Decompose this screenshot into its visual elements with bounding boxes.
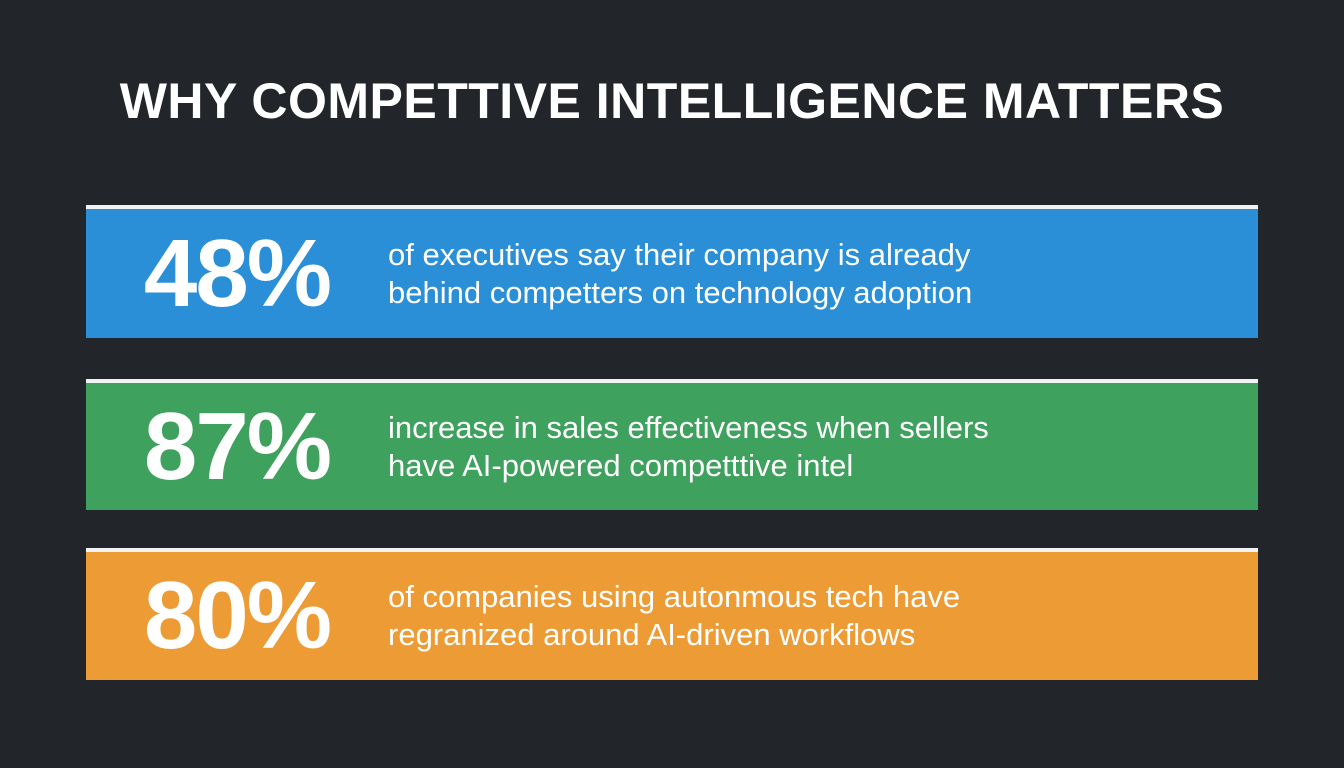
stat-value: 80% xyxy=(143,562,332,669)
stat-card: 48% of executives say their company is a… xyxy=(86,205,1258,338)
description-line: behind competters on technology adoption xyxy=(388,274,973,310)
title: WHY COMPETTIVE INTELLIGENCE MATTERS xyxy=(119,73,1225,129)
stat-card: 80% of companies using autonmous tech ha… xyxy=(86,548,1258,680)
description-line: of companies using autonmous tech have xyxy=(388,579,961,614)
stat-description: of executives say their company is alrea… xyxy=(388,236,972,312)
description-line: have AI-powered competttive intel xyxy=(388,447,854,483)
description-line: regranized around AI-driven workflows xyxy=(388,617,916,652)
description-line: of executives say their company is alrea… xyxy=(388,236,971,272)
stat-value: 87% xyxy=(143,392,332,500)
stat-description: of companies using autonmous tech have r… xyxy=(388,578,960,654)
stat-card: 87% increase in sales effectiveness when… xyxy=(86,379,1258,510)
stat-value: 48% xyxy=(143,219,332,327)
stat-description: increase in sales effectiveness when sel… xyxy=(388,409,989,485)
description-line: increase in sales effectiveness when sel… xyxy=(388,409,989,445)
